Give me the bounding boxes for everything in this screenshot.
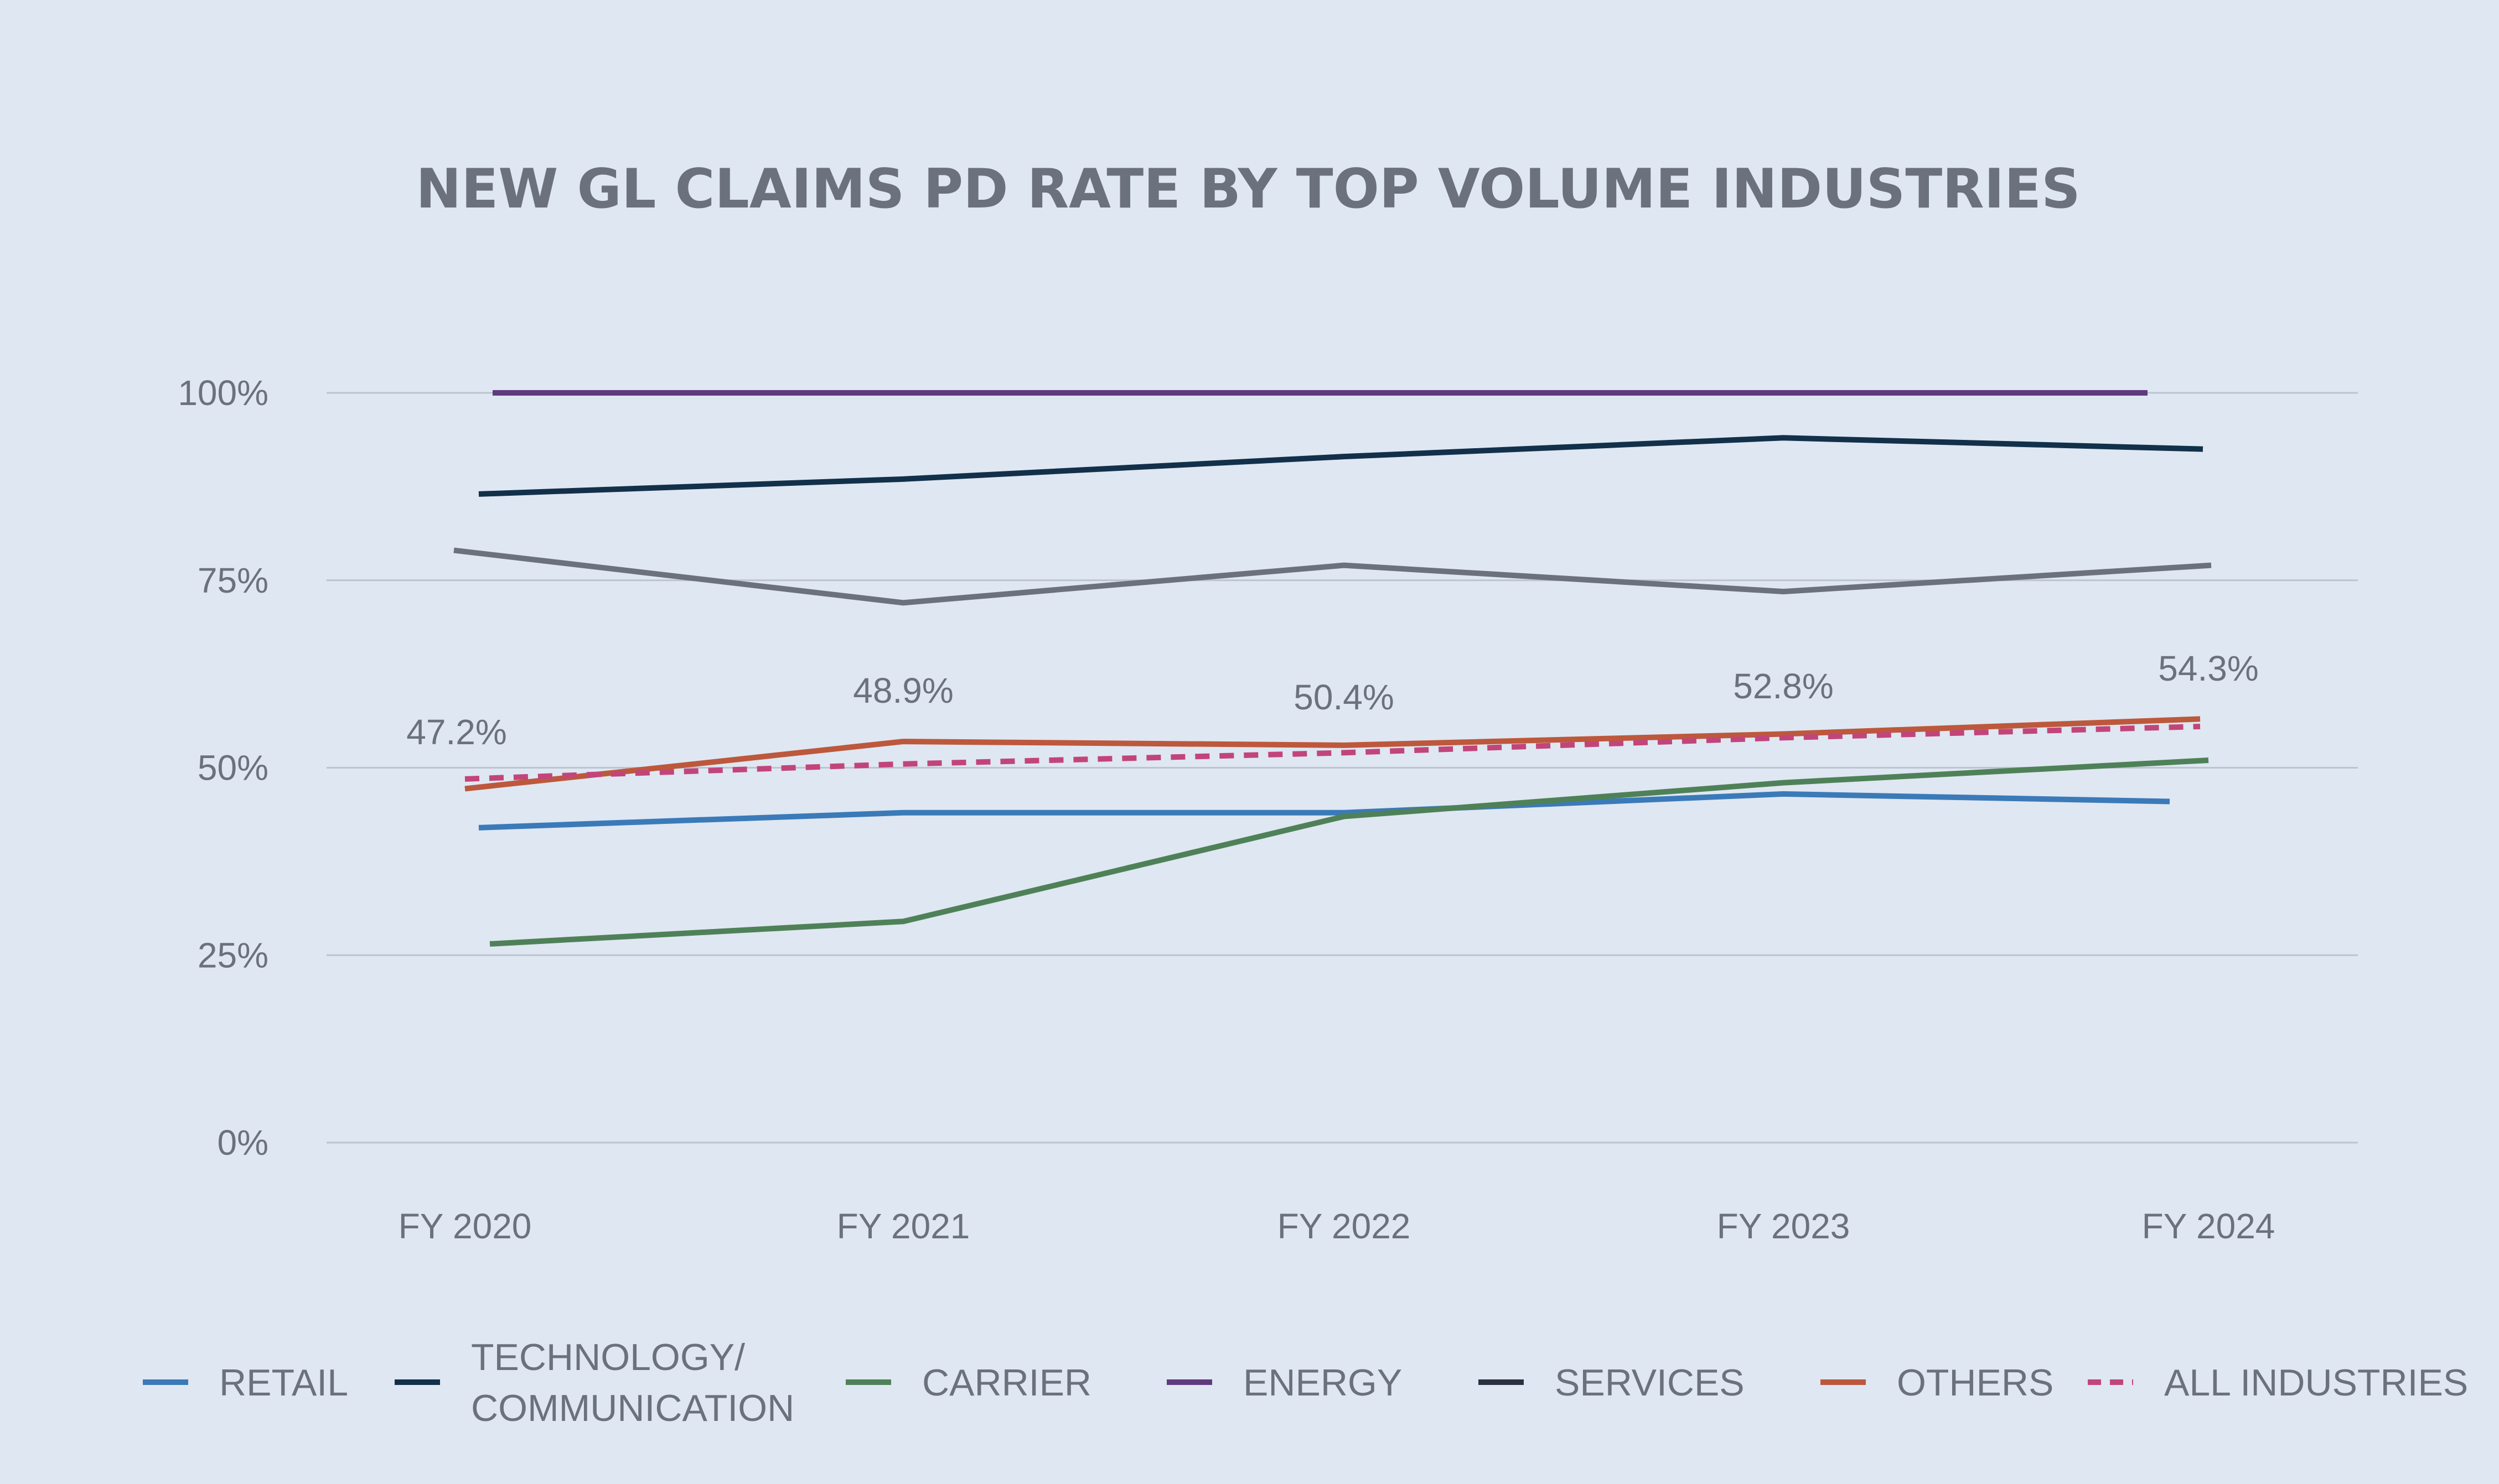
y-tick-label: 25% (198, 935, 268, 975)
grid-layer: 0% 25% 50% 75% 100% FY 2020 FY 2021 FY 2022 FY 2… (178, 373, 2358, 1246)
x-tick-label: FY 2020 (399, 1206, 532, 1246)
series-line-retail (478, 791, 2170, 831)
series-layer (453, 390, 2212, 947)
x-tick-label: FY 2023 (1717, 1206, 1850, 1246)
y-tick-label: 100% (178, 373, 268, 413)
data-label: 54.3% (2158, 648, 2258, 688)
x-tick-label: FY 2021 (837, 1206, 970, 1246)
y-tick-label: 75% (198, 561, 268, 600)
legend-label: ENERGY (1243, 1362, 1402, 1404)
legend-label: RETAIL (219, 1362, 348, 1404)
y-tick-label: 50% (198, 748, 268, 788)
y-tick-label: 0% (218, 1123, 269, 1163)
x-tick-label: FY 2022 (1277, 1206, 1411, 1246)
chart-title: NEW GL CLAIMS PD RATE BY TOP VOLUME INDU… (416, 158, 2080, 221)
legend: RETAIL TECHNOLOGY/COMMUNICATION CARRIER ENE… (143, 1336, 2468, 1429)
legend-label: TECHNOLOGY/ (471, 1336, 745, 1378)
data-label: 50.4% (1294, 677, 1394, 717)
series-line-others (464, 716, 2201, 792)
series-line-technology-communication (478, 435, 2203, 497)
x-tick-label: FY 2024 (2142, 1206, 2275, 1246)
data-label: 52.8% (1733, 666, 1833, 706)
legend-label: SERVICES (1555, 1362, 1745, 1404)
data-label-layer: 47.2% 48.9% 50.4% 52.8% 54.3% (406, 648, 2258, 752)
legend-label: COMMUNICATION (471, 1387, 794, 1429)
legend-label: OTHERS (1897, 1362, 2053, 1404)
legend-label: CARRIER (922, 1362, 1091, 1404)
series-line-all-industries (464, 723, 2201, 782)
legend-label: ALL INDUSTRIES (2164, 1362, 2468, 1404)
data-label: 48.9% (853, 671, 953, 710)
series-line-carrier (489, 757, 2209, 947)
data-label: 47.2% (406, 712, 506, 752)
series-line-services (453, 547, 2212, 606)
